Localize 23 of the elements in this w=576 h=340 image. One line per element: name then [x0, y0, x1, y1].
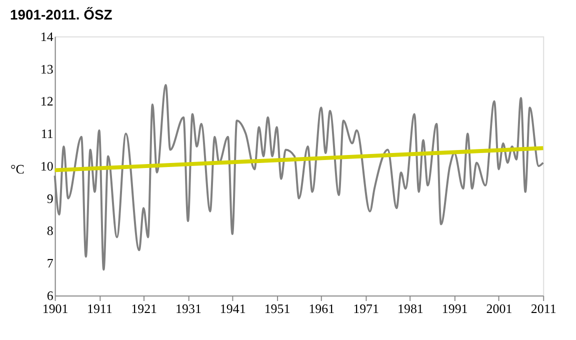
- x-tick-label: 1921: [131, 300, 158, 316]
- x-tick-label: 1961: [308, 300, 335, 316]
- x-tick-label: 2001: [486, 300, 512, 316]
- x-tick-label: 1971: [353, 300, 379, 316]
- x-tick-label: 1951: [264, 300, 290, 316]
- y-tick-label: 9: [46, 190, 54, 206]
- y-tick-label: 6: [46, 288, 54, 304]
- y-tick-label: 10: [40, 158, 54, 174]
- y-tick-label: 11: [40, 126, 54, 142]
- x-tick-label: 1991: [442, 300, 468, 316]
- x-tick-label: 1901: [42, 300, 68, 316]
- x-tick-label: 1911: [86, 300, 112, 316]
- y-tick-label: 7: [46, 256, 54, 271]
- x-tick-label: 1941: [220, 300, 246, 316]
- y-tick-label: 14: [40, 28, 54, 44]
- x-tick-label: 1981: [398, 300, 424, 316]
- y-tick-label: 8: [46, 223, 54, 238]
- y-axis-title: °C: [10, 161, 24, 176]
- chart-title: 1901-2011. ŐSZ: [10, 6, 113, 22]
- y-tick-label: 13: [40, 61, 54, 76]
- x-tick-label: 2011: [530, 300, 556, 316]
- y-tick-label: 12: [40, 94, 54, 109]
- x-tick-label: 1931: [176, 300, 202, 316]
